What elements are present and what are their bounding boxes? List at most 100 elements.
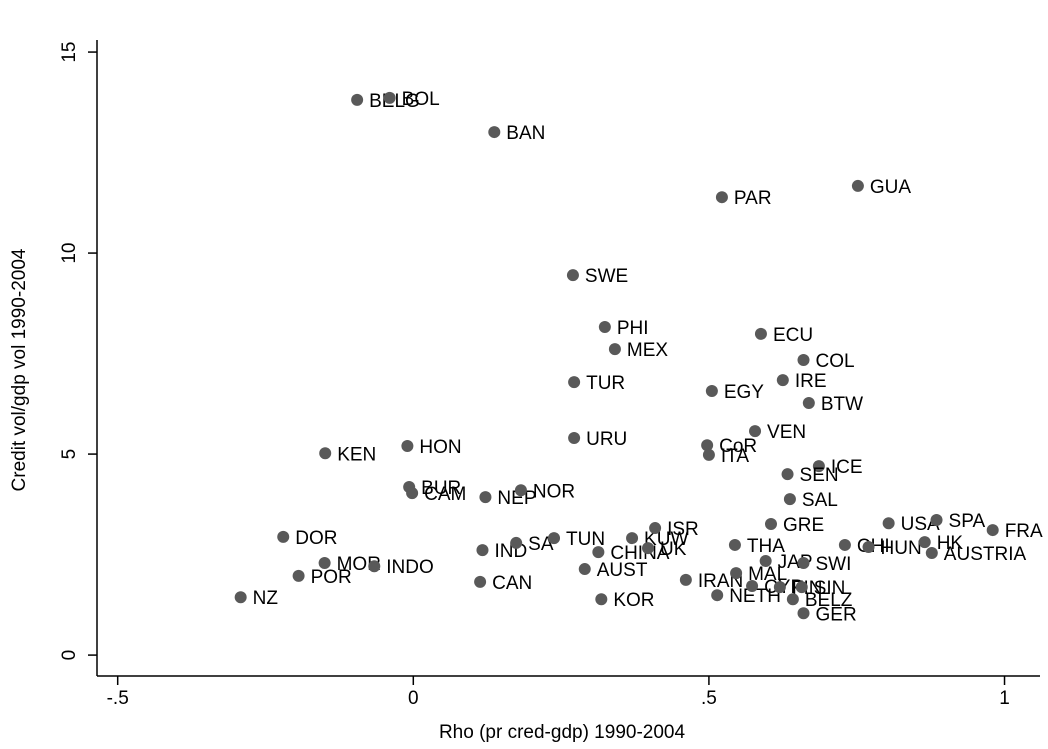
point-label: URU [586, 429, 627, 450]
point-label: BUR [421, 478, 461, 499]
point [277, 530, 290, 543]
point [715, 191, 728, 204]
point-label: BELZ [805, 590, 853, 611]
point-label: KEN [337, 444, 376, 465]
point [925, 546, 938, 559]
point-label: AUST [597, 560, 648, 581]
point-label: USA [901, 514, 940, 535]
point-label: NOR [533, 481, 575, 502]
point-label: PHI [617, 318, 649, 339]
point-label: FRA [1005, 521, 1043, 542]
point [705, 384, 718, 397]
point-label: MEX [627, 340, 669, 361]
point [292, 569, 305, 582]
point-label: IRE [795, 371, 827, 392]
point [608, 343, 621, 356]
point-label: ECU [773, 325, 813, 346]
point-label: VEN [767, 422, 806, 443]
point [578, 563, 591, 576]
point [642, 542, 655, 555]
point-label: AUSTRIA [944, 544, 1027, 565]
point [776, 374, 789, 387]
point-label: HUN [881, 538, 922, 559]
point [234, 591, 247, 604]
x-tick-label: 0 [408, 688, 419, 709]
point-label: GRE [783, 515, 824, 536]
point [702, 448, 715, 461]
point [797, 607, 810, 620]
y-tick-label: 15 [59, 41, 80, 62]
point [548, 532, 561, 545]
point-label: ITA [721, 446, 749, 467]
point-label: TUN [566, 529, 605, 550]
point-label: KOR [613, 590, 654, 611]
point [802, 397, 815, 410]
point [797, 354, 810, 367]
point [749, 425, 762, 438]
x-tick-label: .5 [701, 688, 717, 709]
point [598, 321, 611, 334]
point [488, 126, 501, 139]
point [318, 557, 331, 570]
point [730, 567, 743, 580]
point-label: SA [528, 534, 554, 555]
point [510, 536, 523, 549]
point-label: SIN [814, 578, 846, 599]
point-label: CHINA [610, 543, 669, 564]
point [795, 581, 808, 594]
point [568, 432, 581, 445]
point [862, 540, 875, 553]
point [474, 575, 487, 588]
point [568, 376, 581, 389]
point [759, 555, 772, 568]
point [679, 573, 692, 586]
point [368, 560, 381, 573]
y-tick-label: 5 [59, 449, 80, 460]
point [626, 532, 639, 545]
point-label: CAM [424, 484, 466, 505]
point [476, 544, 489, 557]
point-label: KUW [644, 529, 688, 550]
point [728, 538, 741, 551]
point [851, 179, 864, 192]
point-label: NZ [253, 588, 279, 609]
point-label: CAN [492, 573, 532, 594]
point-label: SPA [949, 511, 986, 532]
point-label: NEP [497, 488, 536, 509]
y-tick-label: 0 [59, 650, 80, 661]
point-label: HK [937, 533, 964, 554]
point-label: BOL [402, 89, 440, 110]
point [986, 524, 999, 537]
point [595, 593, 608, 606]
point [797, 557, 810, 570]
point-label: GER [816, 604, 857, 625]
point [406, 487, 419, 500]
point-label: BTW [821, 394, 863, 415]
point [882, 517, 895, 530]
point-label: UK [660, 539, 687, 560]
point [566, 269, 579, 282]
point [514, 484, 527, 497]
point [711, 589, 724, 602]
point-label: PAR [734, 188, 772, 209]
point-label: THA [747, 536, 785, 557]
point-label: INDO [386, 557, 434, 578]
point [649, 522, 662, 535]
x-tick-label: 1 [999, 688, 1010, 709]
point-label: GUA [870, 177, 912, 198]
point-label: DOR [295, 528, 337, 549]
point [401, 440, 414, 453]
y-axis-title: Credit vol/gdp vol 1990-2004 [9, 248, 30, 491]
point [918, 536, 931, 549]
point [764, 518, 777, 531]
point [351, 93, 364, 106]
point-label: ICE [831, 457, 863, 478]
point [786, 593, 799, 606]
point-label: CoR [719, 436, 757, 457]
point [319, 447, 332, 460]
point-label: SWI [816, 554, 852, 575]
point-label: TUR [586, 373, 625, 394]
point-label: EGY [724, 382, 764, 403]
point [383, 91, 396, 104]
